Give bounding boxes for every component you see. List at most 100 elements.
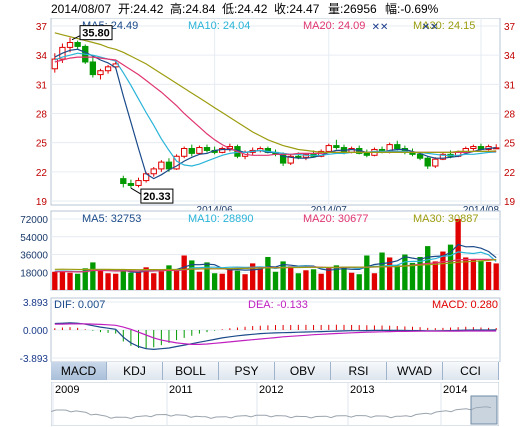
candle-body xyxy=(363,152,370,156)
candle-body xyxy=(127,183,135,186)
candle-body xyxy=(394,144,401,150)
high-callout-pointer xyxy=(71,35,81,41)
quote-date: 2014/08/07 xyxy=(51,2,112,16)
volume-bar xyxy=(151,273,157,290)
volume-bar xyxy=(310,269,317,290)
quote-low: 低:24.42 xyxy=(222,2,268,16)
candle-body xyxy=(135,180,142,186)
navigator-year-label: 2009 xyxy=(55,384,79,396)
tab-macd[interactable]: MACD xyxy=(51,362,107,380)
candle-body xyxy=(325,145,332,152)
volume-bar xyxy=(280,261,286,290)
volume-bar xyxy=(288,266,294,290)
volume-bar xyxy=(425,246,431,290)
price-panel xyxy=(50,18,501,206)
tab-wvad[interactable]: WVAD xyxy=(387,362,443,380)
volume-bar xyxy=(204,262,210,290)
quote-volume: 量:26956 xyxy=(328,2,377,16)
price-ma-line-ma30 xyxy=(54,32,497,153)
price-ma-label: MA10: 24.04 xyxy=(188,20,250,32)
volume-bar xyxy=(356,274,362,290)
volume-bar xyxy=(90,262,96,290)
volume-ma-label: MA30: 30887 xyxy=(413,213,478,225)
volume-bar xyxy=(234,270,241,290)
price-axis-tick-left: 25 xyxy=(36,139,48,150)
navigator-year-label: 2011 xyxy=(169,384,193,396)
macd-indicator-label: DIF: 0.007 xyxy=(54,299,105,311)
volume-bar xyxy=(74,273,81,290)
macd-dea-line xyxy=(54,323,497,345)
quote-change: 幅:-0.69% xyxy=(385,2,439,16)
price-axis-tick-right: 25 xyxy=(504,139,516,150)
high-callout-text: 35.80 xyxy=(82,28,110,40)
volume-ma-label: MA5: 32753 xyxy=(82,213,141,225)
price-ma-label: MA30: 24.15 xyxy=(413,20,475,32)
volume-ma-line-ma30 xyxy=(54,258,497,271)
volume-bar xyxy=(227,268,233,290)
candle-body xyxy=(416,153,424,159)
price-axis-tick-right: 22 xyxy=(504,168,516,179)
volume-bar xyxy=(470,259,477,290)
tab-kdj[interactable]: KDJ xyxy=(107,362,163,380)
navigator-year-label: 2012 xyxy=(259,384,283,396)
candle-body xyxy=(158,161,165,170)
volume-bar xyxy=(386,257,393,290)
stock-chart: 37373434313128282525222219192014/062014/… xyxy=(20,18,516,362)
candle-body xyxy=(97,70,104,76)
volume-bar xyxy=(120,269,126,290)
candle-body xyxy=(333,145,340,149)
volume-bar xyxy=(409,262,416,290)
volume-bar xyxy=(52,271,58,290)
candle-body xyxy=(51,58,58,70)
low-callout-box xyxy=(140,188,174,204)
price-axis-tick-right: 37 xyxy=(504,22,516,33)
tab-psy[interactable]: PSY xyxy=(219,362,275,380)
macd-indicator-label: MACD: 0.280 xyxy=(432,299,498,311)
volume-bar xyxy=(250,263,256,290)
volume-bar xyxy=(417,256,423,290)
volume-ma-label: MA20: 30677 xyxy=(303,213,368,225)
volume-axis-tick: 72000 xyxy=(20,215,48,226)
price-ma-label: MA20: 24.09 xyxy=(303,20,365,32)
volume-bar xyxy=(59,271,66,290)
candle-body xyxy=(203,147,211,151)
price-axis-tick-right: 34 xyxy=(504,51,516,62)
tab-cci[interactable]: CCI xyxy=(443,362,499,380)
quote-close: 收:24.47 xyxy=(274,2,320,16)
volume-bar xyxy=(211,273,218,290)
volume-bar xyxy=(196,271,203,290)
candle-body xyxy=(432,158,439,167)
candle-body xyxy=(89,61,97,76)
macd-indicator-label: DEA: -0.133 xyxy=(248,299,308,311)
high-callout-box xyxy=(79,25,113,41)
event-marker-icon: ✕✕ xyxy=(422,22,439,33)
navigator-range-handle[interactable] xyxy=(470,395,498,425)
price-axis-tick-right: 19 xyxy=(504,197,516,208)
candle-body xyxy=(181,148,188,157)
tab-obv[interactable]: OBV xyxy=(275,362,331,380)
quote-high: 高:24.84 xyxy=(170,2,216,16)
candle-body xyxy=(188,148,195,154)
volume-bar xyxy=(371,273,378,290)
volume-bar xyxy=(158,271,165,290)
candle-body xyxy=(470,146,477,150)
low-callout-pointer xyxy=(130,187,142,195)
volume-bar xyxy=(166,265,172,290)
volume-bar xyxy=(265,256,271,290)
volume-bar xyxy=(440,251,446,290)
candle-body xyxy=(295,155,302,158)
candle-body xyxy=(219,148,226,153)
macd-axis-tick: 0.000 xyxy=(23,326,48,337)
volume-bar xyxy=(463,257,469,290)
volume-bar xyxy=(333,265,340,290)
volume-bar xyxy=(364,255,370,290)
volume-axis-tick: 18000 xyxy=(20,268,48,279)
event-marker-icon: ✕✕ xyxy=(372,22,389,33)
price-axis-tick-left: 22 xyxy=(36,168,48,179)
price-axis-tick-left: 28 xyxy=(36,110,48,121)
tab-boll[interactable]: BOLL xyxy=(163,362,219,380)
price-axis-tick-left: 34 xyxy=(36,51,48,62)
volume-bar xyxy=(181,255,187,290)
time-navigator[interactable]: 2009 2011 2012 2013 2014 xyxy=(51,382,499,426)
tab-rsi[interactable]: RSI xyxy=(331,362,387,380)
